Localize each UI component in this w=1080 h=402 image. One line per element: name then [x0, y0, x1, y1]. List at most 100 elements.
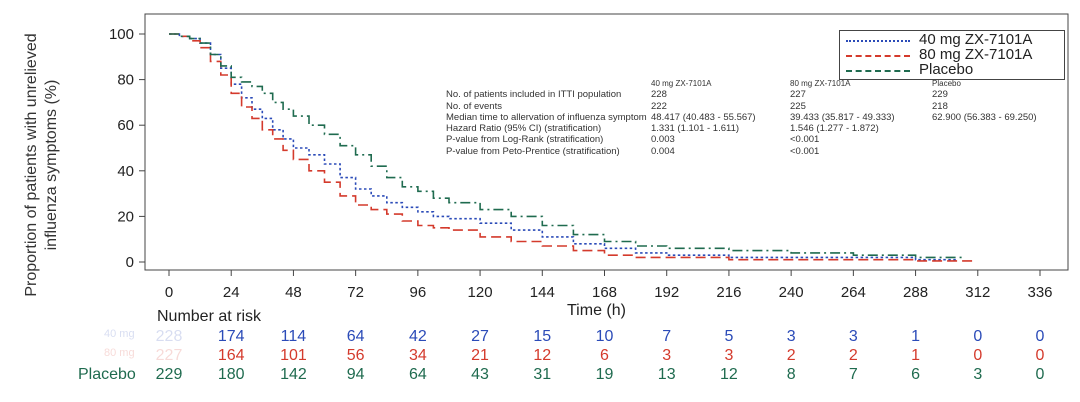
- risk-cell: 12: [533, 347, 552, 364]
- x-tick-label-6: 144: [530, 284, 555, 301]
- risk-cell: 7: [662, 328, 672, 345]
- risk-cell: 1: [911, 347, 921, 364]
- risk-row-name: 80 mg: [104, 347, 135, 359]
- statistics-value: 227: [790, 89, 806, 101]
- risk-cell: 229: [155, 366, 183, 383]
- risk-cell: 56: [346, 347, 365, 364]
- statistics-value: [932, 123, 1037, 134]
- y-axis-label: Proportion of patients with unrelieved i…: [22, 33, 62, 296]
- y-axis-label-container: Proportion of patients with unrelieved i…: [12, 30, 72, 300]
- statistics-column-40mg: 40 mg ZX-7101A 228 222 48.417 (40.483 - 55.…: [651, 78, 756, 157]
- x-tick-label-7: 168: [592, 284, 617, 301]
- risk-cell: 0: [1035, 366, 1045, 383]
- statistics-value: 0.004: [651, 145, 675, 157]
- x-tick-label-13: 312: [965, 284, 990, 301]
- statistics-value: 62.900 (56.383 - 69.250): [932, 111, 1037, 123]
- risk-cell: 94: [346, 366, 365, 383]
- risk-cell: 3: [724, 347, 734, 364]
- legend-label: 40 mg ZX-7101A: [919, 31, 1033, 48]
- risk-cell: 0: [1035, 328, 1045, 345]
- legend: 40 mg ZX-7101A 80 mg ZX-7101A Placebo: [839, 30, 1065, 80]
- legend-line-swatch: [846, 70, 910, 72]
- risk-row-0: 40 mg 228 174 114 64 42 27 15 10 7 5 3 3 1 0 0: [0, 328, 1080, 348]
- risk-cell: 0: [1035, 347, 1045, 364]
- statistics-value: 39.433 (35.817 - 49.333): [790, 111, 895, 123]
- risk-cell: 10: [595, 328, 614, 345]
- y-tick-label-2: 40: [117, 163, 134, 180]
- risk-cell: 227: [155, 347, 183, 364]
- x-tick-label-2: 48: [285, 284, 302, 301]
- risk-cell: 19: [595, 366, 614, 383]
- risk-cell: 42: [408, 328, 427, 345]
- statistics-row-label: P-value from Log-Rank (stratification): [446, 134, 604, 146]
- statistics-value: 1.331 (1.101 - 1.611): [651, 123, 740, 135]
- risk-cell: 12: [720, 366, 738, 383]
- x-tick-label-11: 264: [841, 284, 866, 301]
- statistics-row-label: Hazard Ratio (95% CI) (stratification): [446, 123, 602, 135]
- risk-cell: 64: [408, 366, 427, 383]
- x-tick-label-10: 240: [779, 284, 804, 301]
- risk-cell: 34: [408, 347, 427, 364]
- statistics-value: [932, 134, 1037, 145]
- risk-cell: 21: [471, 347, 489, 364]
- x-tick-label-14: 336: [1027, 284, 1052, 301]
- statistics-row-label: No. of patients included in ITTI populat…: [446, 89, 622, 101]
- statistics-row-label: P-value from Peto-Prentice (stratificati…: [446, 145, 620, 157]
- risk-cell: 43: [471, 366, 489, 383]
- risk-cell: 13: [657, 366, 676, 383]
- y-axis-label-line-2: influenza symptoms (%): [43, 79, 60, 251]
- statistics-value: 0.003: [651, 134, 675, 146]
- x-tick-label-12: 288: [903, 284, 928, 301]
- y-tick-label-4: 80: [117, 72, 134, 89]
- risk-cell: 101: [280, 347, 307, 364]
- risk-cell: 228: [155, 328, 183, 345]
- risk-cell: 6: [911, 366, 921, 383]
- risk-row-name: Placebo: [78, 366, 136, 383]
- statistics-row-labels: No. of patients included in ITTI populat…: [446, 78, 647, 157]
- y-tick-label-0: 0: [126, 254, 134, 271]
- statistics-value: 48.417 (40.483 - 55.567): [651, 111, 756, 123]
- risk-cell: 8: [786, 366, 796, 383]
- risk-cell: 180: [217, 366, 245, 383]
- risk-cell: 3: [973, 366, 983, 383]
- risk-cell: 31: [533, 366, 552, 383]
- risk-row-1: 80 mg 227 164 101 56 34 21 12 6 3 3 2 2 1 0 0: [0, 347, 1080, 367]
- statistics-header-spacer: [446, 78, 647, 89]
- risk-cell: 5: [724, 328, 734, 345]
- y-tick-label-5: 100: [109, 26, 134, 43]
- risk-cell: 0: [973, 347, 983, 364]
- y-tick-label-1: 20: [117, 208, 134, 225]
- statistics-column-80mg: 80 mg ZX-7101A 227 225 39.433 (35.817 - 49.…: [790, 78, 895, 157]
- legend-label: Placebo: [919, 61, 974, 78]
- statistics-value: 225: [790, 100, 806, 112]
- risk-cell: 1: [911, 328, 921, 345]
- statistics-value: [932, 146, 1037, 157]
- statistics-value: 218: [932, 100, 948, 112]
- statistics-row-label: Median time to allervation of influenza …: [446, 111, 647, 123]
- risk-cell: 3: [662, 347, 672, 364]
- legend-line-swatch: [846, 40, 910, 42]
- risk-cell: 2: [786, 347, 796, 364]
- statistics-column-header: 80 mg ZX-7101A: [790, 79, 851, 88]
- statistics-column-placebo: Placebo 229 218 62.900 (56.383 - 69.250): [932, 78, 1037, 157]
- y-tick-label-3: 60: [117, 117, 134, 134]
- risk-cell: 64: [346, 328, 365, 345]
- risk-cell: 3: [848, 328, 858, 345]
- x-tick-label-9: 216: [716, 284, 741, 301]
- risk-cell: 27: [471, 328, 489, 345]
- statistics-value: 229: [932, 89, 948, 101]
- x-axis-label: Time (h): [567, 302, 626, 319]
- survival-curve-2: [169, 33, 963, 259]
- risk-cell: 6: [600, 347, 609, 364]
- risk-cell: 0: [973, 328, 983, 345]
- risk-cell: 142: [280, 366, 307, 383]
- y-axis-label-line-1: Proportion of patients with unrelieved: [23, 33, 40, 297]
- statistics-value: 1.546 (1.277 - 1.872): [790, 123, 879, 135]
- statistics-value: <0.001: [790, 134, 820, 146]
- statistics-row-label: No. of events: [446, 100, 502, 112]
- statistics-value: 228: [651, 89, 667, 101]
- risk-cell: 164: [217, 347, 245, 364]
- survival-curve-1: [169, 33, 974, 262]
